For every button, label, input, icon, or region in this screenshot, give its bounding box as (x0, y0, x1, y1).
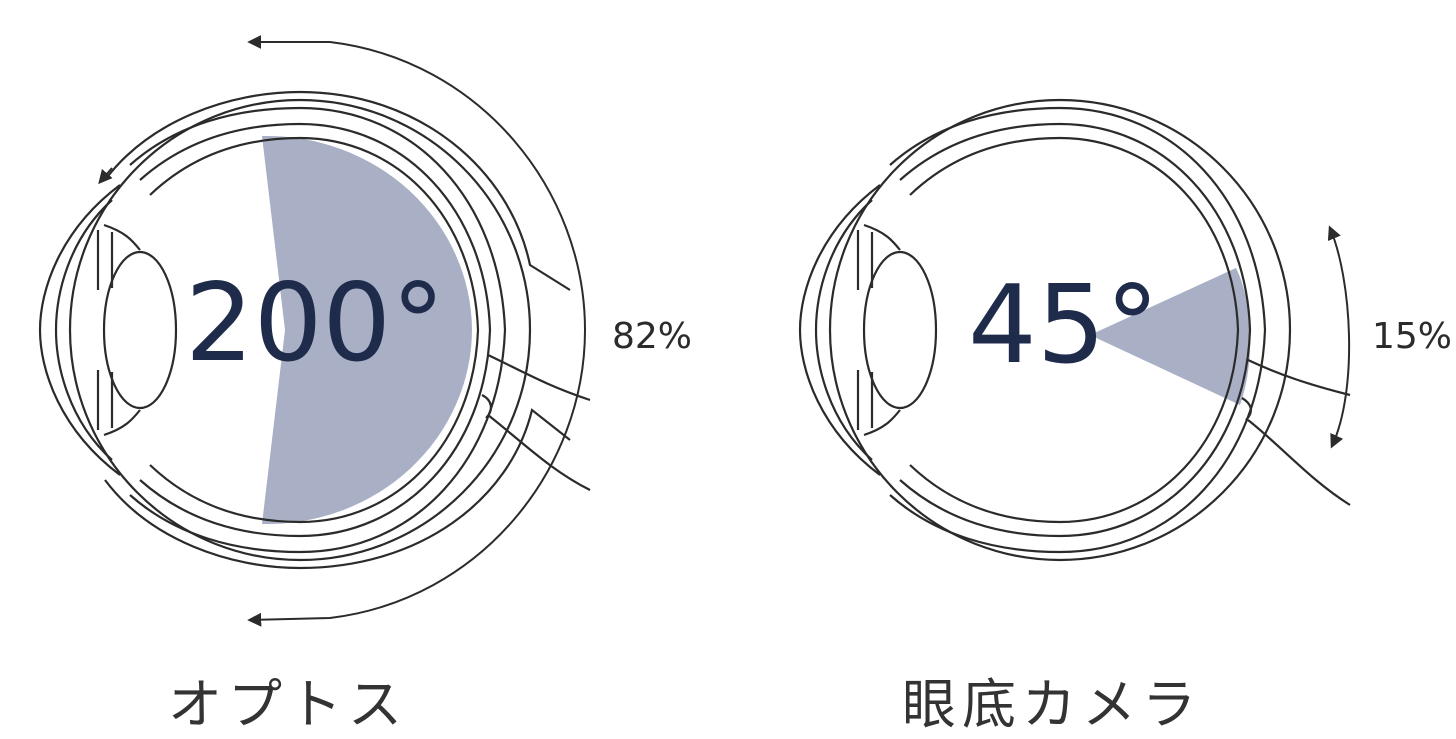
optos-cornea (38, 184, 121, 476)
optos-retina-inner (149, 136, 480, 524)
fundus-retina (899, 122, 1252, 538)
fundus-optic-disc (1241, 397, 1252, 421)
fundus-camera-caption: 眼底カメラ (902, 673, 1202, 736)
fundus-cornea (798, 184, 881, 476)
fundus-retina-inner (909, 136, 1240, 524)
optos-lens (102, 250, 178, 410)
optos-choroid (129, 106, 507, 554)
optos-small-arrow (98, 167, 113, 185)
fundus-ciliary-body (863, 223, 901, 437)
optos-eye-diagram (38, 90, 591, 570)
fundus-eye-diagram (798, 98, 1351, 562)
optos-angle-label: 200° (185, 261, 445, 386)
fundus-cornea-inner (814, 199, 873, 461)
optos-iris (96, 230, 114, 430)
fundus-field-arc (1327, 225, 1351, 449)
optos-coverage-percent: 82% (612, 316, 692, 357)
optos-ciliary-body (103, 223, 141, 437)
fundus-iris (856, 230, 874, 430)
fundus-coverage-wedge (1090, 268, 1251, 405)
fundus-choroid (889, 106, 1267, 554)
optos-outer-wall (68, 98, 532, 562)
optos-coverage-wedge (262, 135, 472, 525)
optos-sclera (104, 90, 571, 570)
optos-field-arc (247, 41, 587, 627)
fundus-optic-nerve (1247, 359, 1351, 506)
fundus-outer-wall (828, 98, 1292, 562)
optos-optic-nerve (487, 354, 591, 491)
optos-caption: オプトス (168, 673, 408, 736)
fundus-lens (862, 250, 938, 410)
fundus-angle-label: 45° (968, 263, 1159, 388)
optos-optic-disc (481, 394, 492, 419)
optos-cornea-inner (54, 199, 113, 461)
fundus-coverage-percent: 15% (1372, 316, 1452, 357)
optos-retina (139, 122, 492, 538)
